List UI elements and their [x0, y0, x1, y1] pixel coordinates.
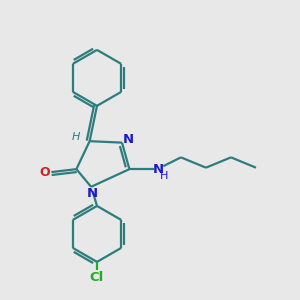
Text: O: O [40, 166, 50, 178]
Text: Cl: Cl [90, 271, 104, 284]
Text: N: N [153, 163, 164, 176]
Text: H: H [160, 171, 168, 181]
Text: N: N [87, 187, 98, 200]
Text: N: N [123, 133, 134, 146]
Text: H: H [72, 132, 81, 142]
